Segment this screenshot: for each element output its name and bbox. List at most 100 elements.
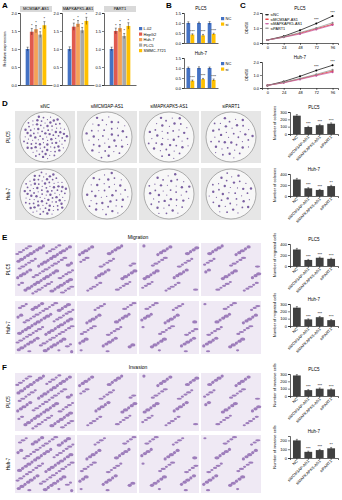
- cell: [63, 439, 67, 442]
- bar: [201, 35, 205, 43]
- y-axis: 0.01.02.0: [253, 11, 262, 46]
- legend-label: HepG2: [144, 32, 157, 37]
- colony: [55, 138, 56, 139]
- cell: [40, 263, 44, 266]
- colony: [188, 185, 190, 187]
- significance: ***: [317, 444, 322, 449]
- error-bar-stem: [115, 28, 116, 34]
- tick-label: NC: [291, 459, 299, 467]
- error-bar: [209, 22, 211, 25]
- marker: [299, 32, 301, 34]
- cell: [30, 391, 35, 393]
- cell: [158, 470, 162, 472]
- chart-title: Huh-7: [308, 167, 321, 172]
- colony: [178, 129, 179, 130]
- error-bar-stem: [188, 22, 189, 24]
- legend-label: NC: [226, 61, 232, 66]
- cell: [32, 332, 35, 334]
- photo-background: [139, 243, 199, 296]
- tick-mark: [182, 13, 184, 14]
- tick-label: siMAPKAPK5-AS1: [295, 266, 323, 294]
- bar: [327, 389, 335, 396]
- cell: [69, 420, 74, 422]
- legend: NCsi: [221, 16, 231, 27]
- plot-area: [266, 15, 333, 41]
- legend-swatch: [265, 23, 269, 24]
- axis-line: [182, 14, 185, 44]
- error-bar-stem: [331, 185, 332, 187]
- marker: [332, 24, 334, 26]
- cell: [40, 436, 44, 439]
- cell: [91, 286, 96, 288]
- tick-mark: [288, 381, 290, 382]
- significance: ***: [306, 446, 311, 451]
- colony: [214, 123, 216, 125]
- tick-label: 200: [280, 253, 287, 258]
- colony: [172, 130, 174, 132]
- tick-mark: [182, 68, 184, 69]
- cell: [96, 307, 100, 309]
- tick: siMAPKAPK5-AS1: [295, 266, 323, 294]
- tick-mark: [296, 396, 297, 398]
- tick: 48: [298, 43, 303, 50]
- cell: [28, 401, 32, 404]
- colony: [224, 117, 226, 119]
- cell: [229, 281, 232, 283]
- cell: [114, 456, 119, 459]
- cell: [176, 282, 180, 284]
- error-bar-stem: [120, 25, 121, 32]
- cell: [221, 410, 225, 413]
- colony: [101, 157, 103, 159]
- marker: [332, 22, 334, 24]
- tick-label: siPART1: [319, 134, 334, 149]
- marker: [315, 23, 317, 25]
- colony: [92, 123, 93, 124]
- cell: [96, 284, 99, 286]
- cell: [97, 274, 101, 277]
- cell: [86, 424, 89, 426]
- tick-label: 0.5: [175, 31, 181, 36]
- colony: [163, 190, 164, 191]
- colony: [40, 124, 42, 126]
- colony: [122, 199, 124, 201]
- significance: *: [77, 15, 79, 20]
- colony: [236, 198, 238, 200]
- colony: [36, 123, 38, 125]
- colony: [182, 199, 184, 201]
- colony: [29, 199, 30, 200]
- cell: [128, 484, 132, 487]
- cell: [153, 395, 158, 397]
- legend-label: SMMC-7721: [144, 48, 167, 53]
- tick-label: siPART1: [319, 196, 334, 211]
- cell: [185, 252, 190, 255]
- tick-label: NC: [291, 267, 299, 275]
- cell: [131, 263, 136, 265]
- x-axis: [21, 85, 53, 87]
- tick-label: 0.5: [11, 65, 17, 70]
- cell: [55, 335, 58, 337]
- colony: [242, 125, 244, 127]
- cell: [206, 334, 211, 336]
- tick-mark: [18, 31, 20, 32]
- cell: [22, 249, 25, 251]
- colony: [163, 207, 164, 208]
- plot-area: [26, 22, 47, 85]
- colony: [61, 186, 63, 188]
- cell: [65, 448, 69, 450]
- colony: [59, 194, 60, 195]
- bar: [191, 81, 195, 88]
- cell: [17, 487, 21, 490]
- colony: [104, 150, 106, 152]
- cell: [35, 379, 39, 382]
- cell: [128, 281, 131, 283]
- cell: [175, 407, 179, 410]
- cell: [167, 327, 171, 329]
- plot-area: [266, 64, 333, 86]
- tick-mark: [319, 396, 320, 398]
- cell: [110, 332, 113, 334]
- cell: [207, 383, 212, 386]
- cell: [122, 308, 127, 310]
- cell: [185, 383, 190, 386]
- cell: [24, 328, 28, 331]
- tick: 72: [315, 88, 320, 95]
